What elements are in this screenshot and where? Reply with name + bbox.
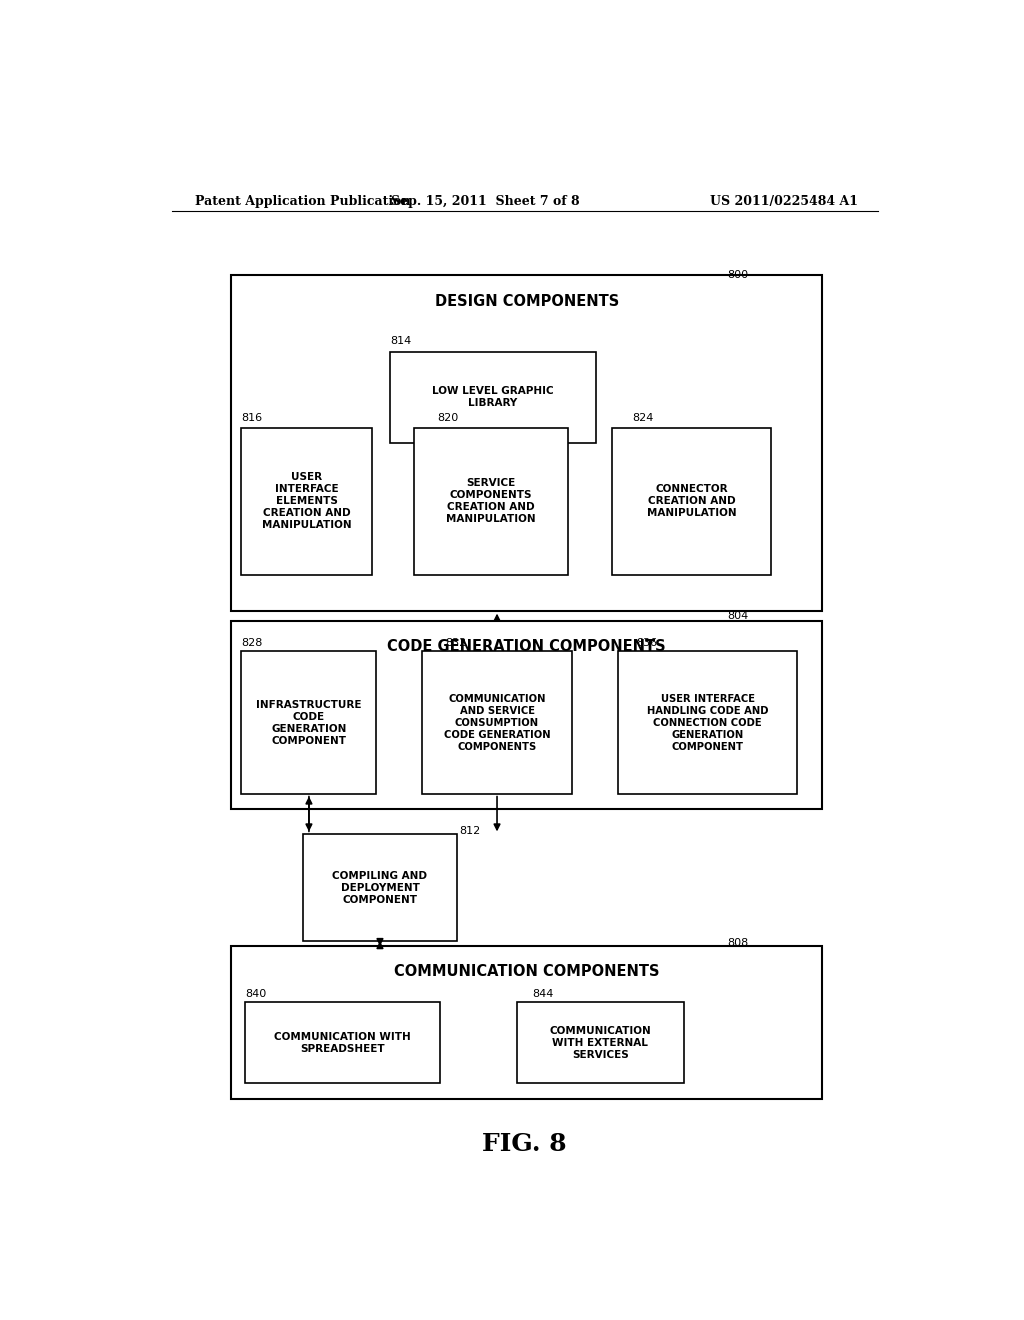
Text: 800: 800 [727, 271, 749, 280]
Bar [618, 651, 797, 793]
Bar [303, 834, 458, 941]
Text: USER
INTERFACE
ELEMENTS
CREATION AND
MANIPULATION: USER INTERFACE ELEMENTS CREATION AND MAN… [262, 473, 352, 531]
Text: LOW LEVEL GRAPHIC
LIBRARY: LOW LEVEL GRAPHIC LIBRARY [432, 387, 554, 408]
Bar [517, 1002, 684, 1084]
Text: 820: 820 [437, 413, 459, 422]
Text: COMMUNICATION
WITH EXTERNAL
SERVICES: COMMUNICATION WITH EXTERNAL SERVICES [549, 1026, 651, 1060]
Text: 824: 824 [632, 413, 653, 422]
Text: 836: 836 [636, 639, 657, 648]
Bar [231, 620, 822, 809]
Text: FIG. 8: FIG. 8 [482, 1133, 567, 1156]
Bar [612, 428, 771, 576]
Bar [242, 428, 373, 576]
Text: COMMUNICATION
AND SERVICE
CONSUMPTION
CODE GENERATION
COMPONENTS: COMMUNICATION AND SERVICE CONSUMPTION CO… [443, 693, 550, 751]
Bar [231, 946, 822, 1098]
Bar [422, 651, 572, 793]
Text: 816: 816 [242, 413, 262, 422]
Text: USER INTERFACE
HANDLING CODE AND
CONNECTION CODE
GENERATION
COMPONENT: USER INTERFACE HANDLING CODE AND CONNECT… [647, 693, 768, 751]
Text: DESIGN COMPONENTS: DESIGN COMPONENTS [434, 293, 618, 309]
Text: INFRASTRUCTURE
CODE
GENERATION
COMPONENT: INFRASTRUCTURE CODE GENERATION COMPONENT [256, 700, 361, 746]
Text: COMMUNICATION WITH
SPREADSHEET: COMMUNICATION WITH SPREADSHEET [274, 1032, 411, 1053]
Text: 828: 828 [242, 639, 263, 648]
Text: CODE GENERATION COMPONENTS: CODE GENERATION COMPONENTS [387, 639, 666, 655]
Text: COMPILING AND
DEPLOYMENT
COMPONENT: COMPILING AND DEPLOYMENT COMPONENT [333, 871, 427, 904]
Text: 808: 808 [727, 939, 749, 948]
Text: 844: 844 [532, 989, 554, 999]
Text: CONNECTOR
CREATION AND
MANIPULATION: CONNECTOR CREATION AND MANIPULATION [646, 484, 736, 519]
Bar [231, 276, 822, 611]
Bar [242, 651, 377, 793]
Bar [246, 1002, 440, 1084]
Text: Sep. 15, 2011  Sheet 7 of 8: Sep. 15, 2011 Sheet 7 of 8 [391, 194, 580, 207]
Text: 840: 840 [246, 989, 266, 999]
Bar [414, 428, 568, 576]
Text: COMMUNICATION COMPONENTS: COMMUNICATION COMPONENTS [394, 965, 659, 979]
Text: 832: 832 [445, 639, 467, 648]
Text: 812: 812 [460, 826, 481, 837]
Text: SERVICE
COMPONENTS
CREATION AND
MANIPULATION: SERVICE COMPONENTS CREATION AND MANIPULA… [446, 478, 536, 524]
Text: 814: 814 [390, 337, 412, 346]
Bar [390, 351, 596, 444]
Text: 804: 804 [727, 611, 749, 620]
Text: US 2011/0225484 A1: US 2011/0225484 A1 [710, 194, 858, 207]
Text: Patent Application Publication: Patent Application Publication [196, 194, 411, 207]
